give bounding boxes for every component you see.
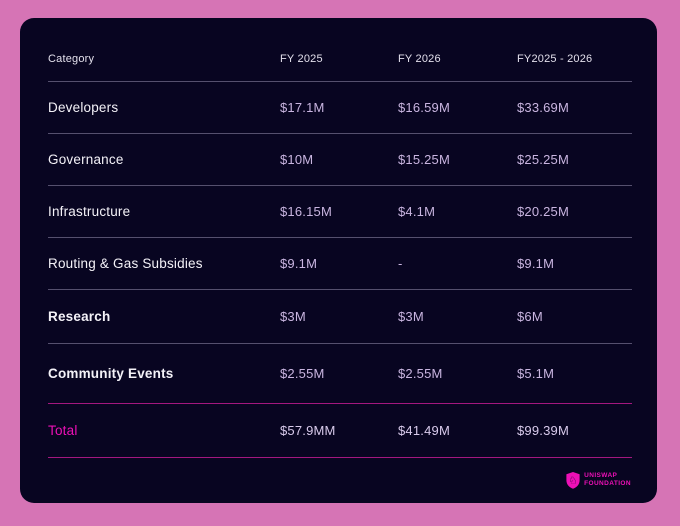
row-fy2025-value: $10M (280, 152, 314, 167)
column-header-fy2026: FY 2026 (398, 52, 441, 65)
column-header-category: Category (48, 52, 95, 65)
table-row-infrastructure: Infrastructure $16.15M $4.1M $20.25M (48, 186, 632, 238)
row-fy2025-value: $17.1M (280, 100, 325, 115)
row-fy2025-value: $9.1M (280, 256, 318, 271)
row-fy2026-value: $2.55M (398, 366, 443, 381)
total-fy2025-value: $57.9MM (280, 423, 336, 438)
logo-wordmark-line1: Uniswap (584, 471, 618, 479)
column-header-fy2025-2026: FY2025 - 2026 (517, 52, 593, 65)
row-combined-value: $33.69M (517, 100, 569, 115)
table-header-row: Category FY 2025 FY 2026 FY2025 - 2026 (48, 36, 632, 82)
row-fy2026-value: - (398, 256, 403, 271)
row-category-label: Governance (48, 152, 124, 167)
table-row-community-events: Community Events $2.55M $2.55M $5.1M (48, 344, 632, 404)
total-combined-value: $99.39M (517, 423, 569, 438)
row-category-label: Routing & Gas Subsidies (48, 256, 203, 271)
unicorn-shield-icon: ♘ (566, 471, 580, 489)
uniswap-foundation-logo: ♘ Uniswap Foundation (566, 471, 631, 489)
row-fy2025-value: $16.15M (280, 204, 332, 219)
row-combined-value: $5.1M (517, 366, 555, 381)
table-row-routing-gas-subsidies: Routing & Gas Subsidies $9.1M - $9.1M (48, 238, 632, 290)
row-category-label: Infrastructure (48, 204, 131, 219)
row-category-label: Developers (48, 100, 119, 115)
logo-wordmark: Uniswap Foundation (584, 472, 631, 488)
row-category-label: Research (48, 309, 111, 324)
logo-wordmark-line2: Foundation (584, 480, 631, 487)
row-combined-value: $6M (517, 309, 543, 324)
column-header-fy2025: FY 2025 (280, 52, 323, 65)
row-combined-value: $9.1M (517, 256, 555, 271)
budget-table-card: Category FY 2025 FY 2026 FY2025 - 2026 D… (20, 18, 657, 503)
row-fy2026-value: $15.25M (398, 152, 450, 167)
table-row-research: Research $3M $3M $6M (48, 290, 632, 344)
row-fy2026-value: $4.1M (398, 204, 436, 219)
row-fy2026-value: $3M (398, 309, 424, 324)
row-fy2025-value: $3M (280, 309, 306, 324)
row-combined-value: $20.25M (517, 204, 569, 219)
total-label: Total (48, 423, 78, 438)
table-row-developers: Developers $17.1M $16.59M $33.69M (48, 82, 632, 134)
row-category-label: Community Events (48, 366, 174, 381)
svg-text:♘: ♘ (569, 475, 578, 486)
row-combined-value: $25.25M (517, 152, 569, 167)
table-row-governance: Governance $10M $15.25M $25.25M (48, 134, 632, 186)
row-fy2025-value: $2.55M (280, 366, 325, 381)
total-fy2026-value: $41.49M (398, 423, 450, 438)
table-row-total: Total $57.9MM $41.49M $99.39M (48, 404, 632, 458)
card-footer: ♘ Uniswap Foundation (48, 458, 632, 502)
row-fy2026-value: $16.59M (398, 100, 450, 115)
